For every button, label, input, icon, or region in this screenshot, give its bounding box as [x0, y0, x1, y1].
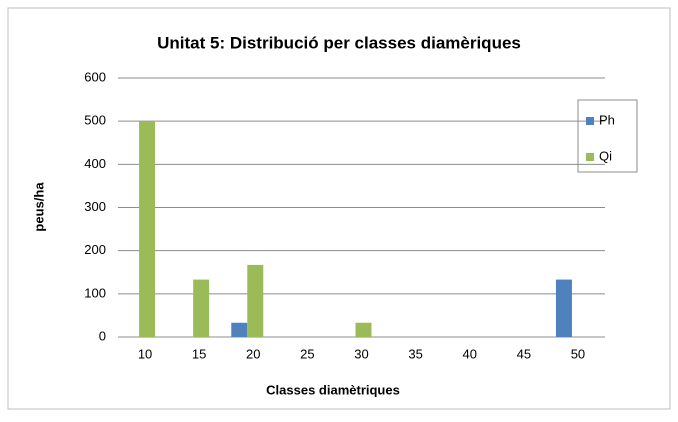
y-tick-label: 600 — [84, 69, 106, 84]
bar — [193, 279, 210, 337]
bar — [231, 322, 248, 337]
chart-border — [7, 7, 671, 410]
y-tick-label: 0 — [99, 328, 106, 343]
bar — [247, 264, 264, 337]
x-tick-label: 45 — [517, 346, 531, 361]
y-tick-label: 200 — [84, 242, 106, 257]
bar — [139, 121, 156, 338]
x-axis-label: Classes diamètriques — [266, 382, 400, 397]
legend-label: Ph — [599, 112, 615, 127]
y-axis-label: peus/ha — [31, 182, 46, 232]
x-tick-label: 40 — [462, 346, 476, 361]
x-tick-label: 50 — [571, 346, 585, 361]
legend-swatch — [586, 117, 594, 125]
bar — [355, 322, 372, 337]
bar — [555, 279, 572, 337]
y-tick-label: 400 — [84, 156, 106, 171]
y-tick-label: 300 — [84, 199, 106, 214]
legend-label: Qi — [599, 148, 612, 163]
y-tick-label: 100 — [84, 285, 106, 300]
x-tick-label: 20 — [246, 346, 260, 361]
x-tick-label: 25 — [300, 346, 314, 361]
x-tick-label: 35 — [408, 346, 422, 361]
x-tick-label: 15 — [192, 346, 206, 361]
legend-swatch — [586, 153, 594, 161]
x-tick-label: 30 — [354, 346, 368, 361]
y-tick-label: 500 — [84, 113, 106, 128]
x-tick-label: 10 — [138, 346, 152, 361]
chart-title: Unitat 5: Distribució per classes diamèr… — [157, 33, 521, 52]
